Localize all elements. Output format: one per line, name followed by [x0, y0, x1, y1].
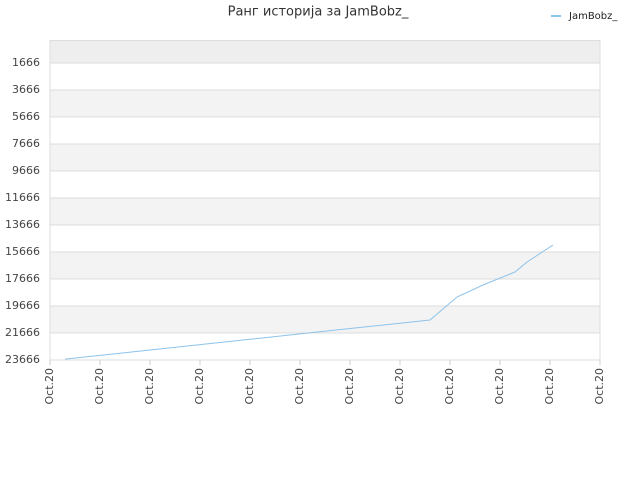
y-tick-label: 11666	[5, 191, 40, 204]
band	[50, 143, 600, 171]
x-tick-label: Oct.20	[543, 368, 556, 405]
y-tick-label: 3666	[12, 83, 40, 96]
y-tick-label: 9666	[12, 164, 40, 177]
y-tick-label: 19666	[5, 299, 40, 312]
band	[50, 251, 600, 279]
band	[50, 116, 600, 144]
x-tick-label: Oct.20	[193, 368, 206, 405]
line	[64, 244, 554, 360]
band	[50, 332, 600, 360]
x-tick-label: Oct.20	[493, 368, 506, 405]
y-tick-label: 17666	[5, 272, 40, 285]
y-tick-label: 21666	[5, 326, 40, 339]
band	[50, 305, 600, 333]
band	[50, 89, 600, 117]
x-tick-label: Oct.20	[393, 368, 406, 405]
band	[50, 170, 600, 198]
y-tick-label: 13666	[5, 218, 40, 231]
x-tick-label: Oct.20	[93, 368, 106, 405]
band	[50, 40, 600, 63]
x-tick-label: Oct.20	[293, 368, 306, 405]
band	[50, 224, 600, 252]
y-tick-label: 1666	[12, 56, 40, 69]
chart-title: Ранг историја за JamBobz_	[228, 5, 409, 20]
x-tick-label: Oct.20	[343, 368, 356, 405]
x-tick-label: Oct.20	[43, 368, 56, 405]
y-tick-label: 5666	[12, 110, 40, 123]
y-tick-label: 7666	[12, 137, 40, 150]
x-tick-label: Oct.20	[143, 368, 156, 405]
y-tick-label: 23666	[5, 353, 40, 366]
x-tick-label: Oct.20	[593, 368, 606, 405]
band	[50, 62, 600, 90]
band	[50, 278, 600, 306]
legend-label: JamBobz_	[568, 11, 618, 22]
y-tick-label: 15666	[5, 245, 40, 258]
band	[50, 197, 600, 225]
x-tick-label: Oct.20	[243, 368, 256, 405]
x-tick-label: Oct.20	[443, 368, 456, 405]
